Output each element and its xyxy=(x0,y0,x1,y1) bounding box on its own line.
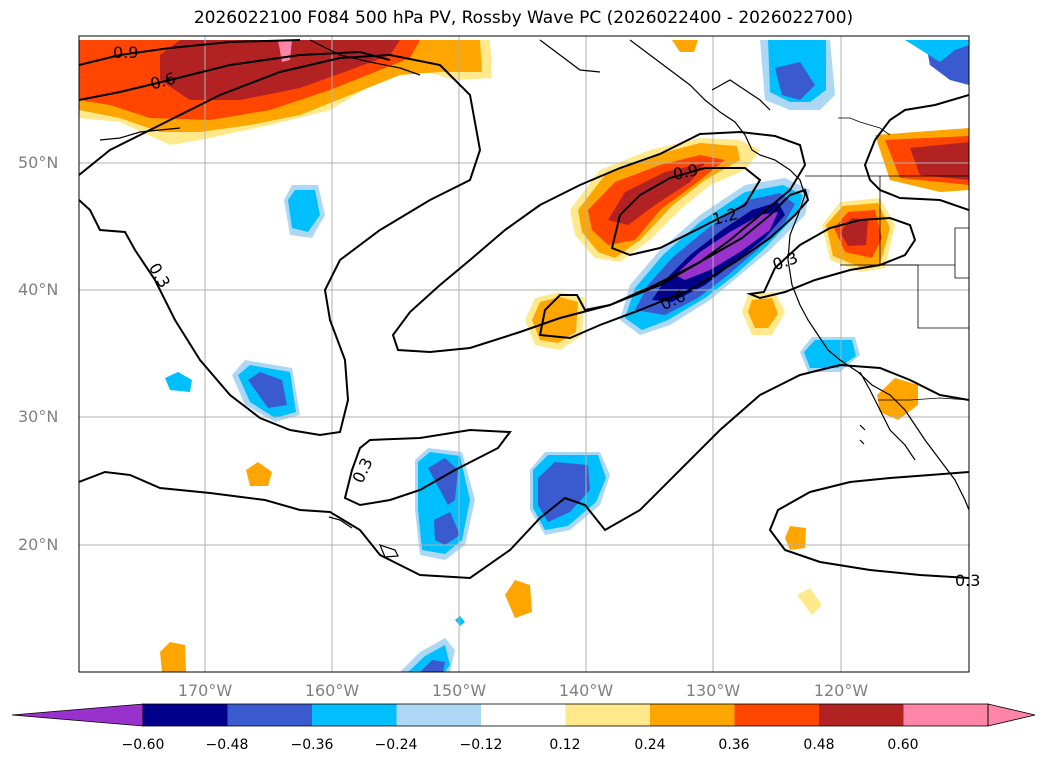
anomaly-blob-hawaii-s xyxy=(505,580,532,618)
colorbar-tick-label: 0.12 xyxy=(549,737,581,753)
contour-label-0-3-c: 0.3 xyxy=(349,455,377,486)
colorbar-cell-2 xyxy=(227,704,312,726)
anomaly-cold-b-blue xyxy=(248,372,287,408)
colorbar-tick-label: 0.24 xyxy=(634,737,666,753)
colorbar-tick-label: −0.36 xyxy=(290,737,334,753)
anomaly-blob-left-small xyxy=(246,462,272,486)
colorbar xyxy=(11,703,1036,727)
colorbar-cell-3 xyxy=(312,704,397,726)
map-title: 2026022100 F084 500 hPa PV, Rossby Wave … xyxy=(193,8,854,28)
colorbar-tick-label: −0.60 xyxy=(121,737,165,753)
anomaly-blob-orange-b-inner xyxy=(748,298,778,328)
anomaly-ne-darkred xyxy=(910,142,969,180)
coastlines xyxy=(99,39,969,558)
lon-label-170w: 170°W xyxy=(177,681,233,700)
anomaly-cold-d-blue xyxy=(428,458,458,505)
colorbar-tick-label: 0.60 xyxy=(887,737,919,753)
lat-label-20n: 20°N xyxy=(18,535,59,554)
contour-label-0-3-a: 0.3 xyxy=(770,248,800,275)
lat-label-40n: 40°N xyxy=(18,280,59,299)
colorbar-tick-label: −0.48 xyxy=(205,737,249,753)
lon-label-150w: 150°W xyxy=(431,681,487,700)
anomaly-cold-h xyxy=(455,616,465,626)
contour-label-0-3-d: 0.3 xyxy=(955,571,980,590)
contour-label-0-3-b: 0.3 xyxy=(145,260,174,292)
colorbar-tick-label: 0.36 xyxy=(718,737,750,753)
anomaly-blob-mex xyxy=(797,588,822,615)
anomaly-cold-d-blue2 xyxy=(434,512,460,545)
lat-label-50n: 50°N xyxy=(18,153,59,172)
anomaly-top-orange xyxy=(672,40,698,52)
anomaly-cold-a-sky xyxy=(288,190,320,232)
anomaly-cold-e-blue xyxy=(538,462,590,522)
anomaly-blob-red-right-dark xyxy=(840,218,868,246)
colorbar-tick-label: −0.12 xyxy=(459,737,503,753)
map-frame xyxy=(78,35,970,673)
colorbar-cell-5 xyxy=(481,704,566,726)
lat-label-30n: 30°N xyxy=(18,407,59,426)
colorbar-cell-7 xyxy=(650,704,735,726)
graticule xyxy=(79,36,969,672)
anomaly-top-blue-dark xyxy=(775,62,815,100)
anomaly-blob-bottom-left xyxy=(160,642,186,672)
colorbar-cell-1 xyxy=(143,704,228,726)
colorbar-cell-11 xyxy=(987,703,1036,727)
borders xyxy=(805,117,969,401)
lon-label-140w: 140°W xyxy=(558,681,614,700)
contour-label-0-9-a: 0.9 xyxy=(113,43,138,62)
contour-label-0-9-b: 0.9 xyxy=(671,160,700,184)
anomaly-topright-sky xyxy=(905,40,969,62)
anomaly-ridge-darkred xyxy=(608,163,705,225)
colorbar-cell-8 xyxy=(734,704,819,726)
lon-label-160w: 160°W xyxy=(304,681,360,700)
anomaly-cold-c xyxy=(165,372,192,392)
colorbar-cell-6 xyxy=(565,704,650,726)
colorbar-cell-10 xyxy=(903,704,988,726)
lon-label-130w: 130°W xyxy=(685,681,741,700)
contours xyxy=(79,39,969,580)
colorbar-cell-9 xyxy=(819,704,904,726)
colorbar-cell-4 xyxy=(396,704,481,726)
colorbar-frame xyxy=(142,703,989,727)
colorbar-tick-label: 0.48 xyxy=(803,737,835,753)
anomaly-cold-g-blue xyxy=(420,660,445,672)
colorbar-cell-0 xyxy=(11,703,144,727)
lon-label-120w: 120°W xyxy=(813,681,869,700)
anomaly-cold-f-sky xyxy=(804,340,856,368)
colorbar-tick-label: −0.24 xyxy=(374,737,418,753)
anomaly-blob-sd xyxy=(877,378,918,420)
anomaly-blob-baja xyxy=(785,526,806,550)
